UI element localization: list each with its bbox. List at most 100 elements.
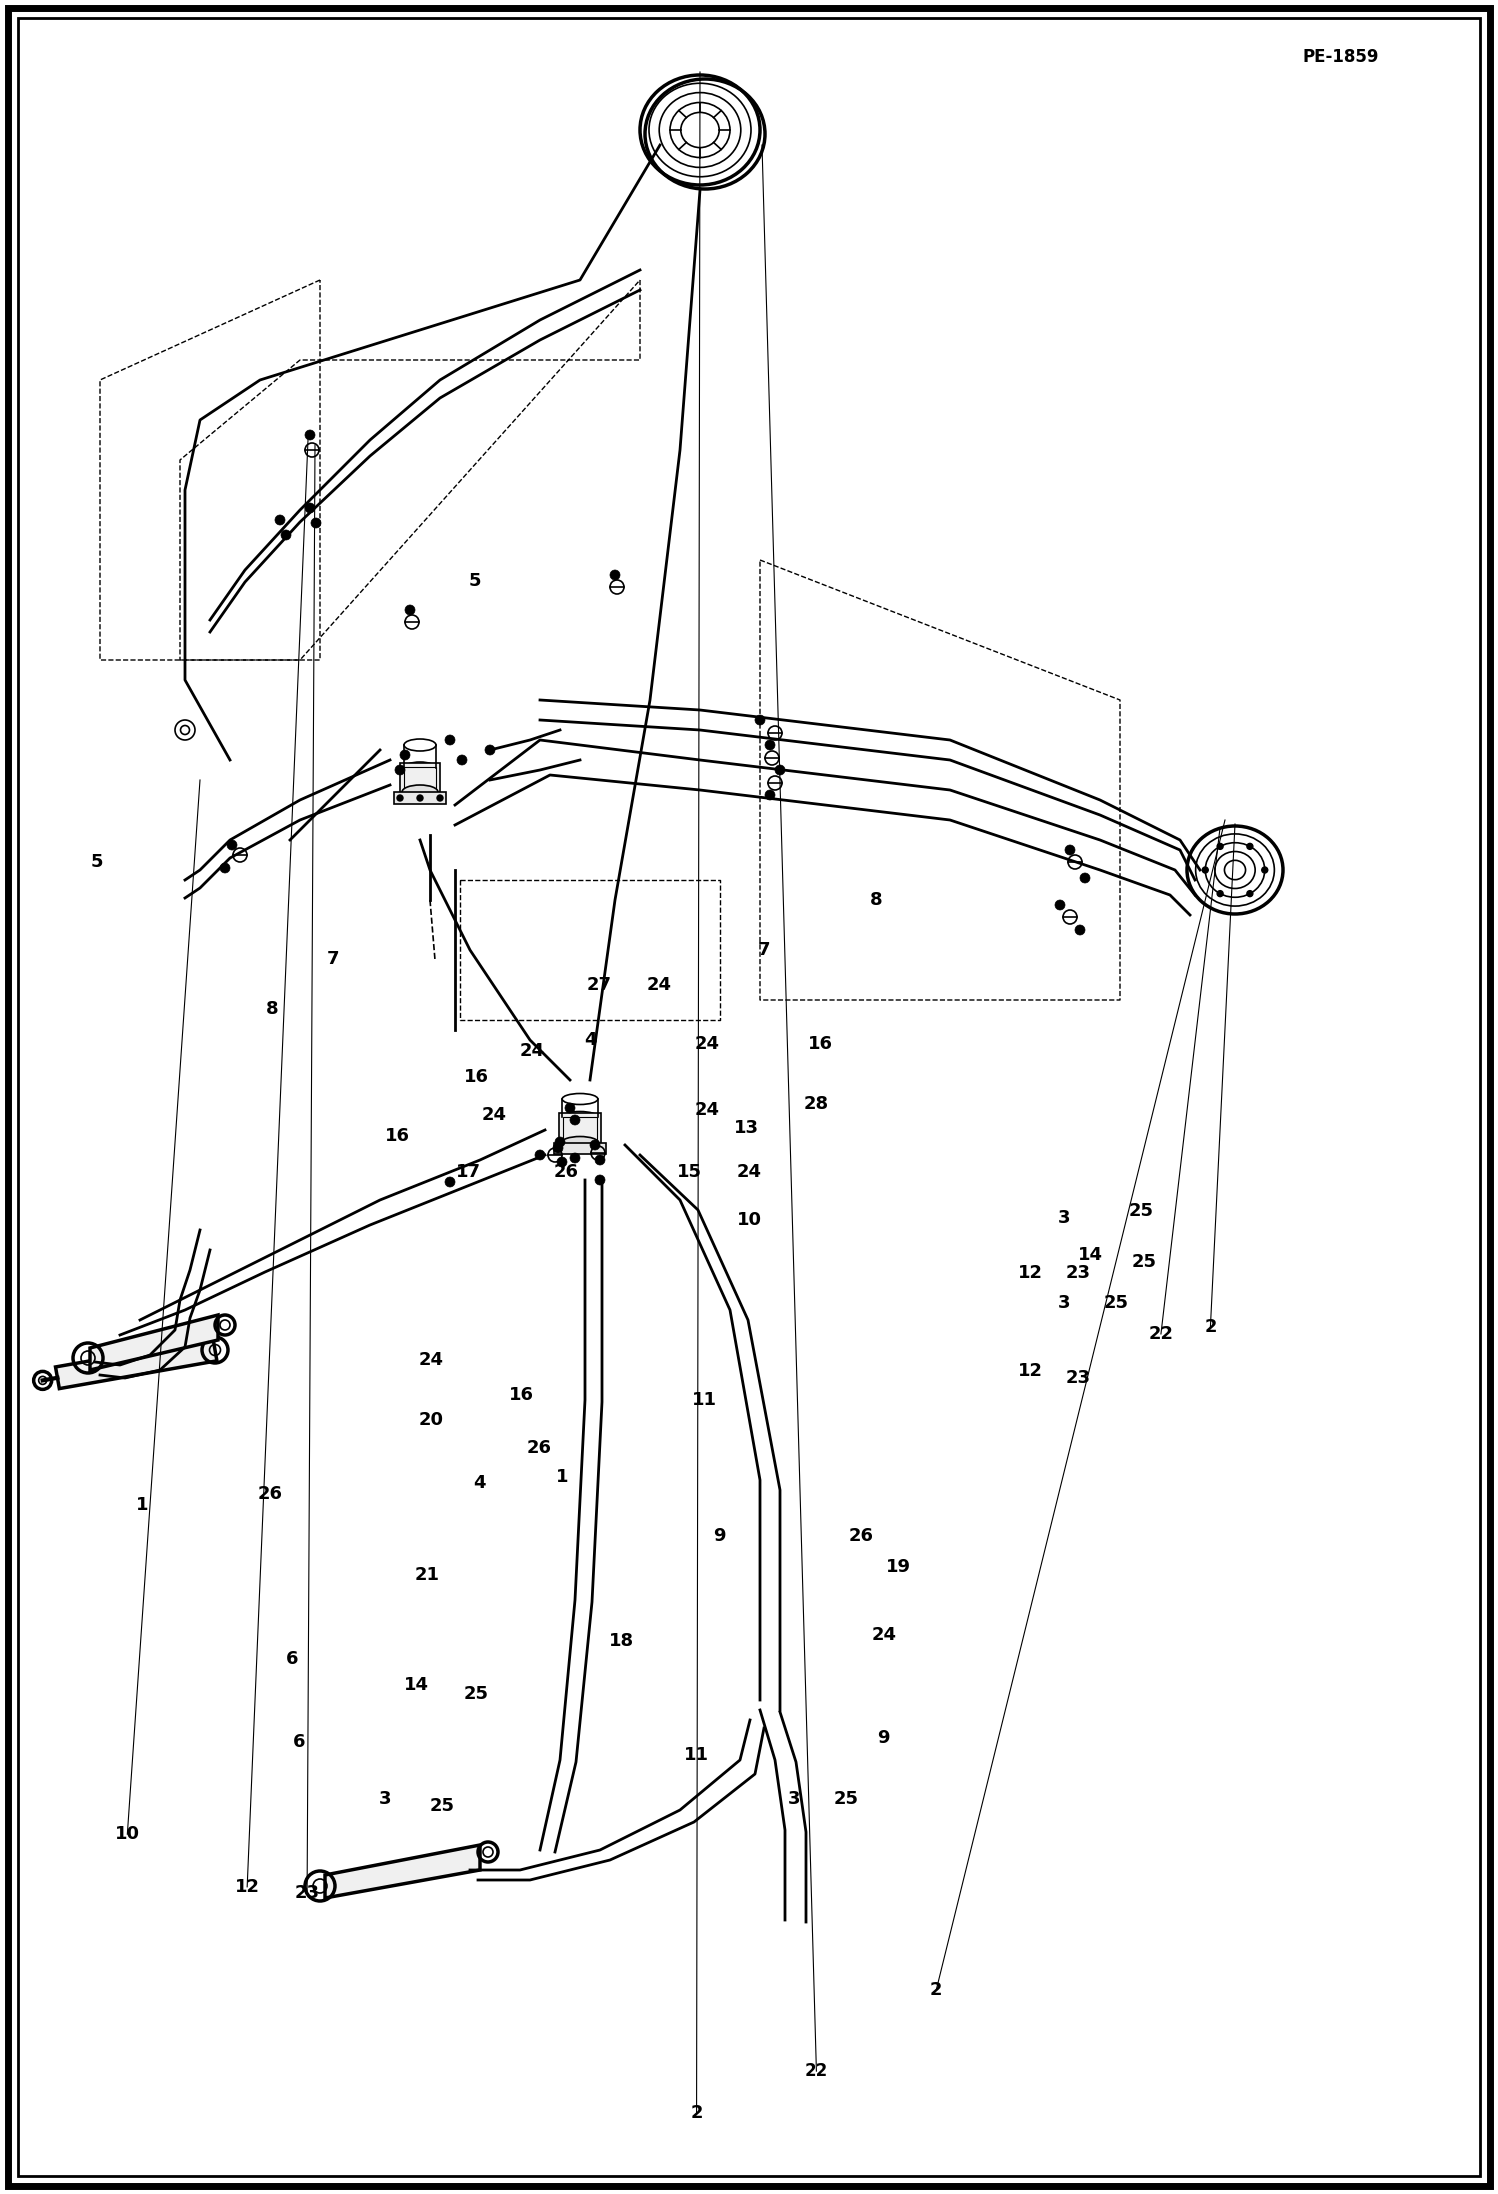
Text: 21: 21 [415, 1567, 439, 1584]
Text: 1: 1 [556, 1468, 568, 1485]
Polygon shape [325, 1845, 479, 1898]
Text: 18: 18 [610, 1632, 634, 1650]
Circle shape [765, 790, 774, 801]
Text: 2: 2 [691, 2104, 703, 2122]
Circle shape [437, 794, 443, 801]
Text: 23: 23 [295, 1885, 319, 1902]
Text: 27: 27 [587, 976, 611, 994]
Circle shape [595, 1154, 605, 1165]
Text: 22: 22 [804, 2062, 828, 2080]
Circle shape [1080, 873, 1091, 882]
Text: 3: 3 [379, 1790, 391, 1808]
Circle shape [1203, 867, 1209, 873]
Circle shape [755, 715, 765, 724]
Circle shape [565, 1104, 575, 1112]
Circle shape [1055, 900, 1065, 911]
Bar [404, 768, 436, 796]
Text: 25: 25 [464, 1685, 488, 1703]
Circle shape [445, 735, 455, 746]
Text: 4: 4 [584, 1031, 596, 1049]
Circle shape [416, 794, 422, 801]
Text: 10: 10 [115, 1825, 139, 1843]
Text: 24: 24 [695, 1101, 719, 1119]
Text: 5: 5 [469, 573, 481, 590]
Text: 16: 16 [509, 1387, 533, 1404]
Text: 2: 2 [930, 1981, 942, 1999]
Circle shape [397, 794, 403, 801]
Circle shape [1261, 867, 1267, 873]
Text: 25: 25 [1104, 1294, 1128, 1312]
Text: 6: 6 [286, 1650, 298, 1667]
Text: 25: 25 [430, 1797, 454, 1814]
Circle shape [220, 862, 231, 873]
Text: 10: 10 [737, 1211, 761, 1229]
Text: 20: 20 [419, 1411, 443, 1428]
Circle shape [571, 1115, 580, 1126]
Text: 26: 26 [849, 1527, 873, 1545]
Bar [554, 1143, 607, 1154]
Text: 14: 14 [404, 1676, 428, 1694]
Text: 24: 24 [695, 1036, 719, 1053]
Circle shape [1065, 845, 1076, 856]
Circle shape [554, 1136, 565, 1147]
Text: 17: 17 [457, 1163, 481, 1180]
Circle shape [774, 766, 785, 774]
Text: 6: 6 [294, 1733, 306, 1751]
Text: 24: 24 [419, 1352, 443, 1369]
Text: 15: 15 [677, 1163, 701, 1180]
Text: 24: 24 [482, 1106, 506, 1123]
Circle shape [400, 750, 410, 759]
Text: 22: 22 [1149, 1325, 1173, 1343]
Ellipse shape [404, 739, 436, 750]
Circle shape [1246, 842, 1252, 849]
Text: 25: 25 [1132, 1253, 1156, 1270]
Circle shape [306, 502, 315, 513]
Ellipse shape [401, 785, 437, 799]
Circle shape [395, 766, 404, 774]
Circle shape [571, 1154, 580, 1163]
Text: 23: 23 [1067, 1369, 1091, 1387]
Bar [563, 1117, 598, 1147]
Ellipse shape [562, 1093, 598, 1104]
Ellipse shape [562, 1136, 599, 1150]
Circle shape [282, 531, 291, 540]
Circle shape [404, 606, 415, 614]
Circle shape [553, 1143, 563, 1154]
Circle shape [557, 1156, 568, 1167]
Text: 3: 3 [788, 1790, 800, 1808]
Text: 26: 26 [527, 1439, 551, 1457]
Text: 23: 23 [1067, 1264, 1091, 1281]
Circle shape [595, 1176, 605, 1185]
Text: 28: 28 [804, 1095, 828, 1112]
Circle shape [765, 739, 774, 750]
Circle shape [1216, 891, 1224, 897]
Text: PE-1859: PE-1859 [1302, 48, 1380, 66]
Text: 24: 24 [647, 976, 671, 994]
Text: 11: 11 [685, 1746, 709, 1764]
Circle shape [1246, 891, 1252, 897]
Text: 16: 16 [464, 1068, 488, 1086]
Text: 14: 14 [1079, 1246, 1103, 1264]
Polygon shape [55, 1338, 217, 1389]
Text: 16: 16 [809, 1036, 833, 1053]
Text: 26: 26 [554, 1163, 578, 1180]
Text: 7: 7 [758, 941, 770, 959]
Circle shape [1076, 926, 1085, 935]
Bar [394, 792, 446, 803]
Circle shape [445, 1176, 455, 1187]
Text: 9: 9 [713, 1527, 725, 1545]
Text: 24: 24 [872, 1626, 896, 1643]
Text: 13: 13 [734, 1119, 758, 1136]
Text: 8: 8 [267, 1000, 279, 1018]
Circle shape [1216, 842, 1224, 849]
Text: 26: 26 [258, 1485, 282, 1503]
Circle shape [485, 746, 494, 755]
Text: 24: 24 [520, 1042, 544, 1060]
Text: 12: 12 [1019, 1264, 1043, 1281]
Circle shape [457, 755, 467, 766]
Text: 11: 11 [692, 1391, 716, 1409]
Text: 16: 16 [385, 1128, 409, 1145]
Bar [559, 1112, 601, 1150]
Text: 4: 4 [473, 1474, 485, 1492]
Text: 3: 3 [1058, 1294, 1070, 1312]
